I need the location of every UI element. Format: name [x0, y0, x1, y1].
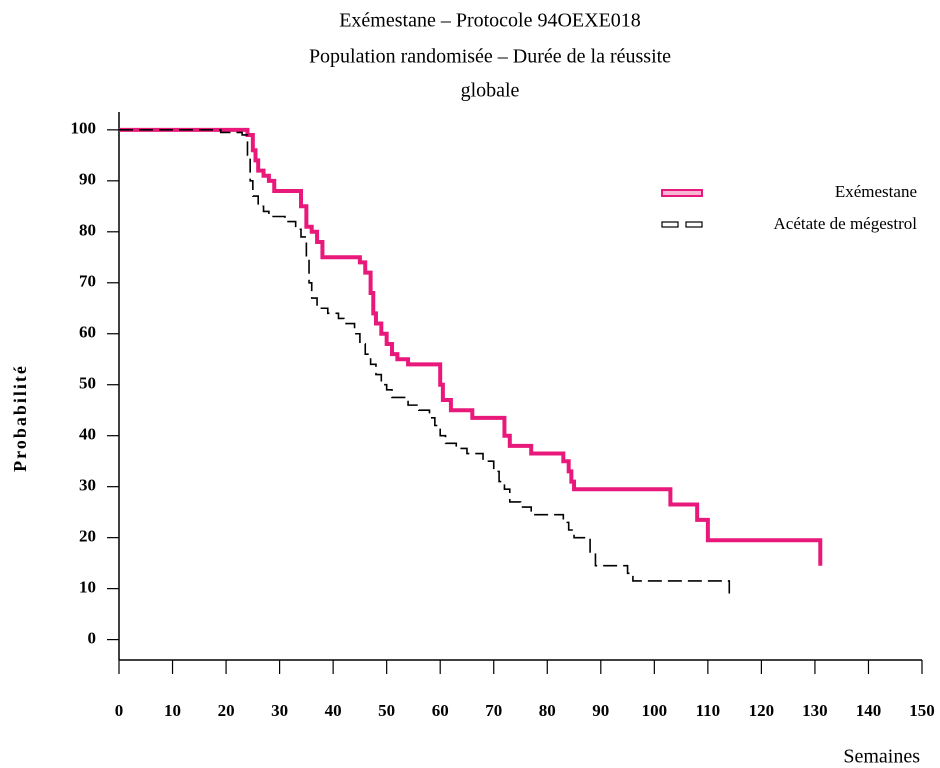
y-tick-label: 80: [79, 221, 96, 240]
chart-title: Exémestane – Protocole 94OEXE018: [339, 10, 641, 32]
y-tick-label: 100: [71, 119, 97, 138]
y-tick-label: 20: [79, 527, 96, 546]
x-tick-label: 40: [325, 701, 342, 720]
x-tick-label: 50: [378, 701, 395, 720]
y-tick-label: 50: [79, 374, 96, 393]
y-axis-label: Probabilité: [10, 364, 30, 472]
x-tick-label: 10: [164, 701, 181, 720]
y-tick-label: 90: [79, 170, 96, 189]
survival-line: [119, 129, 731, 599]
legend-swatch: [685, 221, 703, 228]
x-axis-label: Semaines: [843, 746, 920, 768]
y-tick-label: 60: [79, 323, 96, 342]
x-tick-label: 0: [115, 701, 124, 720]
x-tick-label: 70: [485, 701, 502, 720]
x-tick-label: 130: [802, 701, 828, 720]
y-tick-label: 30: [79, 476, 96, 495]
x-tick-label: 90: [592, 701, 609, 720]
x-tick-label: 110: [696, 701, 721, 720]
chart-title: globale: [461, 80, 520, 102]
legend-label: Acétate de mégestrol: [774, 214, 918, 233]
y-tick-label: 70: [79, 272, 96, 291]
y-tick-label: 10: [79, 578, 96, 597]
legend-label: Exémestane: [835, 182, 917, 201]
x-tick-label: 30: [271, 701, 288, 720]
x-tick-label: 20: [218, 701, 235, 720]
x-tick-label: 80: [539, 701, 556, 720]
legend-swatch: [661, 189, 703, 197]
y-tick-label: 0: [88, 629, 97, 648]
x-tick-label: 60: [432, 701, 449, 720]
x-tick-label: 100: [642, 701, 668, 720]
x-tick-label: 140: [856, 701, 882, 720]
survival-line: [119, 127, 823, 566]
legend-swatch: [661, 221, 679, 228]
x-tick-label: 120: [749, 701, 775, 720]
chart-title: Population randomisée – Durée de la réus…: [309, 46, 671, 68]
x-tick-label: 150: [909, 701, 935, 720]
y-tick-label: 40: [79, 425, 96, 444]
